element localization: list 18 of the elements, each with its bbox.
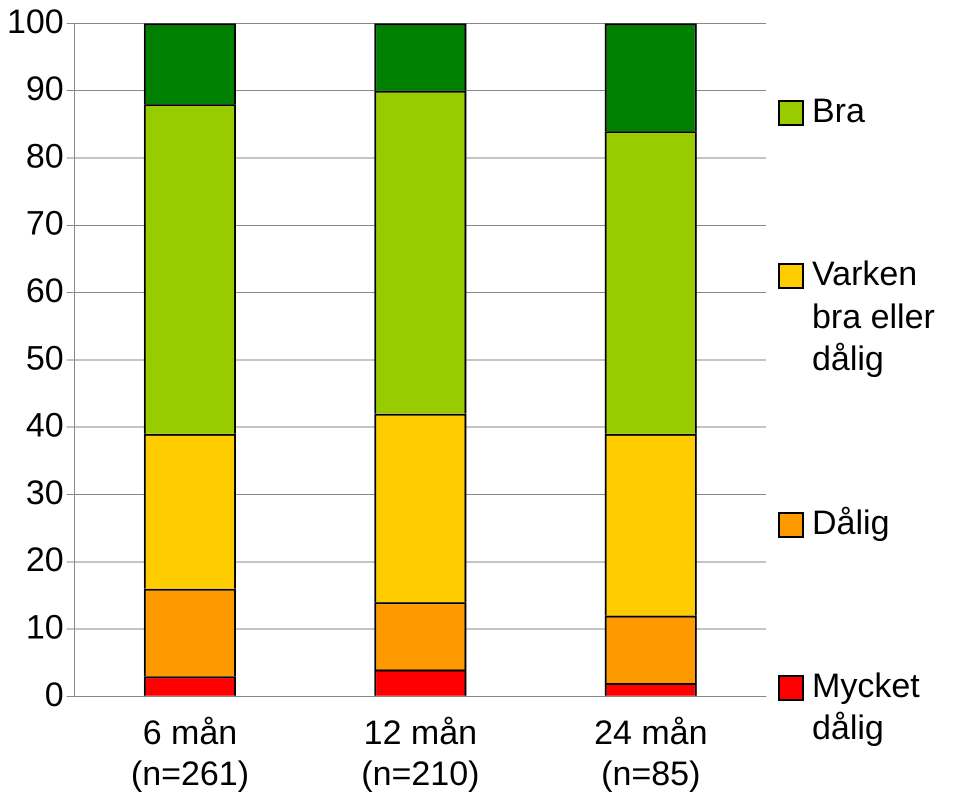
y-tick-label: 10 [26,608,64,646]
x-tick-label: 6 mån (n=261) [130,714,250,793]
x-tick-label: 24 mån (n=85) [594,714,708,793]
y-tick-label: 30 [26,474,64,512]
y-tick-label: 60 [26,272,64,310]
legend-label: Varken bra eller dålig [812,254,936,380]
y-tick-label: 100 [6,2,64,41]
y-tick-label: 50 [26,339,64,378]
y-tick-label: 90 [26,70,64,108]
legend-label: Dålig [812,502,890,544]
y-tick-label: 40 [26,406,64,445]
y-tick-label: 80 [26,137,64,176]
y-tick-label: 20 [26,541,64,580]
legend-label: Mycket dålig [812,666,921,750]
y-tick-label: 70 [26,204,64,243]
x-tick-label: 12 mån (n=210) [361,714,480,793]
y-tick-label: 0 [44,676,64,714]
legend-label: Bra [812,91,865,132]
